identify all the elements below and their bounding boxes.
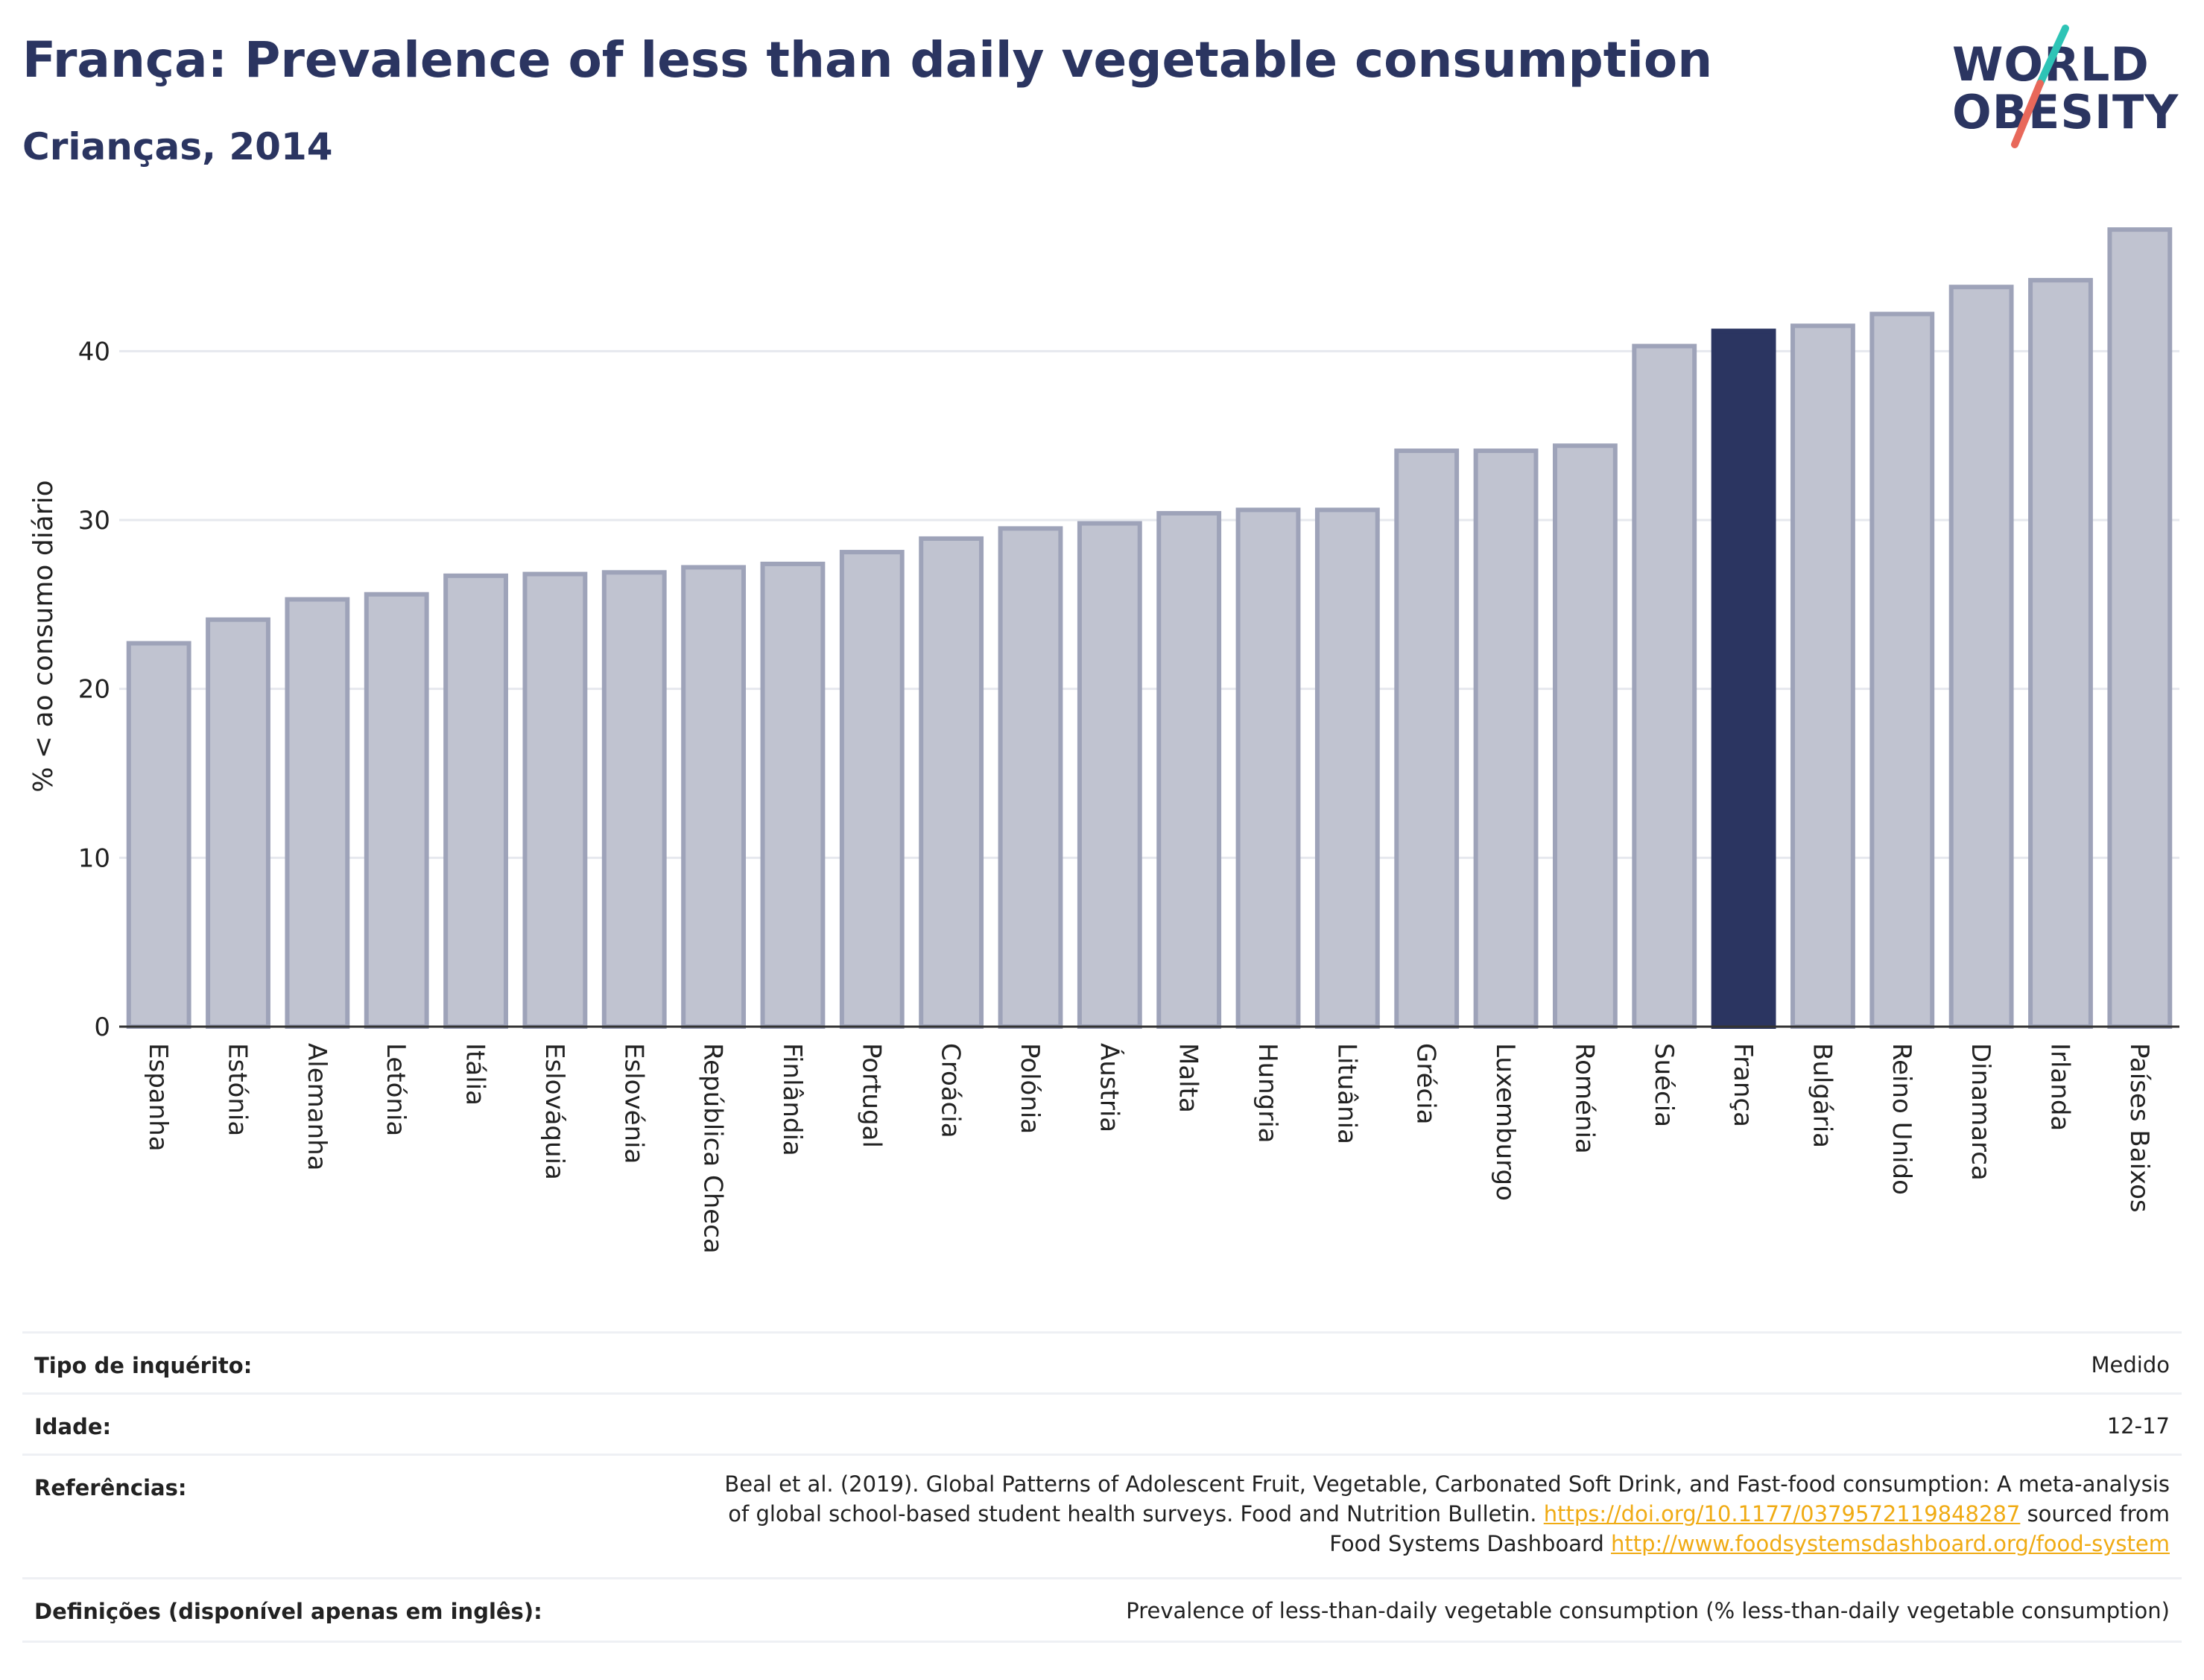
x-tick-label: Dinamarca <box>1966 1043 1995 1181</box>
bar-Dinamarca[interactable] <box>1948 285 2014 1029</box>
x-tick-label: França <box>1728 1043 1758 1127</box>
bar-Suécia[interactable] <box>1632 343 1697 1030</box>
meta-row-definitions: Definições (disponível apenas em inglês)… <box>22 1577 2182 1643</box>
references-label: Referências: <box>34 1475 187 1500</box>
x-tick-label: Finlândia <box>777 1043 807 1156</box>
y-tick-label: 20 <box>78 675 110 705</box>
y-axis-label: % < ao consumo diário <box>28 480 59 792</box>
survey-type-label: Tipo de inquérito: <box>34 1353 253 1378</box>
x-tick-label: Malta <box>1174 1043 1203 1113</box>
x-tick-label: Grécia <box>1411 1043 1441 1124</box>
y-tick-label: 30 <box>78 506 110 536</box>
food-systems-link[interactable]: http://www.foodsystemsdashboard.org/food… <box>1611 1531 2170 1556</box>
reference-line-1: Beal et al. (2019). Global Patterns of A… <box>724 1469 2170 1499</box>
x-tick-label: Reino Unido <box>1887 1043 1916 1195</box>
bar-Roménia[interactable] <box>1552 443 1618 1029</box>
x-tick-label: Hungria <box>1253 1043 1282 1144</box>
x-tick-label: Espanha <box>143 1043 173 1152</box>
age-label: Idade: <box>34 1414 112 1439</box>
bar-Polónia[interactable] <box>998 526 1063 1030</box>
x-tick-label: Croácia <box>936 1043 966 1138</box>
x-tick-label: República Checa <box>698 1043 728 1254</box>
bar-Luxemburgo[interactable] <box>1473 448 1539 1030</box>
bar-Reino Unido[interactable] <box>1869 311 1935 1029</box>
age-value: 12-17 <box>2106 1413 2170 1439</box>
bar-Alemanha[interactable] <box>285 597 350 1029</box>
x-tick-label: Portugal <box>856 1043 886 1148</box>
bar-Países Baixos[interactable] <box>2107 227 2173 1030</box>
x-tick-label: Letónia <box>381 1043 411 1136</box>
meta-row-references: Referências: Beal et al. (2019). Global … <box>22 1454 2182 1579</box>
bar-Hungria[interactable] <box>1235 507 1301 1029</box>
page-title: França: Prevalence of less than daily ve… <box>22 31 1713 89</box>
reference-text-1: Beal et al. (2019). Global Patterns of A… <box>724 1471 2170 1497</box>
x-tick-label: Polónia <box>1015 1043 1045 1134</box>
x-tick-label: Alemanha <box>302 1043 332 1171</box>
bar-Croácia[interactable] <box>919 536 984 1029</box>
y-tick-label: 0 <box>94 1012 110 1042</box>
reference-line-3: Food Systems Dashboard http://www.foodsy… <box>724 1529 2170 1559</box>
bar-Itália[interactable] <box>443 573 508 1029</box>
x-tick-label: Itália <box>460 1043 490 1106</box>
x-tick-label: Irlanda <box>2045 1043 2074 1131</box>
bar-Grécia[interactable] <box>1394 448 1460 1030</box>
bar-Portugal[interactable] <box>839 550 905 1030</box>
bar-Irlanda[interactable] <box>2028 278 2093 1029</box>
reference-line-2: of global school-based student health su… <box>724 1499 2170 1529</box>
x-tick-label: Luxemburgo <box>1490 1043 1520 1201</box>
page-subtitle: Crianças, 2014 <box>22 125 333 168</box>
reference-text-4: Food Systems Dashboard <box>1329 1531 1604 1556</box>
bar-Espanha[interactable] <box>126 641 191 1029</box>
world-obesity-logo: WORLD OBESITY <box>1937 22 2191 156</box>
meta-row-age: Idade: 12-17 <box>22 1392 2182 1456</box>
definitions-label: Definições (disponível apenas em inglês)… <box>34 1599 542 1624</box>
doi-link[interactable]: https://doi.org/10.1177/0379572119848287 <box>1543 1501 2021 1527</box>
references-value: Beal et al. (2019). Global Patterns of A… <box>724 1469 2170 1559</box>
bar-França[interactable] <box>1711 329 1776 1029</box>
bar-Eslováquia[interactable] <box>522 571 588 1029</box>
reference-text-3: sourced from <box>2027 1501 2170 1527</box>
logo-line-2: OBESITY <box>1952 85 2179 139</box>
y-tick-label: 40 <box>78 337 110 367</box>
bar-República Checa[interactable] <box>681 565 747 1029</box>
x-tick-label: Bulgária <box>1807 1043 1837 1148</box>
survey-type-value: Medido <box>2091 1352 2170 1378</box>
y-tick-label: 10 <box>78 843 110 873</box>
x-tick-label: Suécia <box>1649 1043 1679 1127</box>
bar-Lituânia[interactable] <box>1314 507 1380 1029</box>
x-tick-label: Áustria <box>1094 1043 1124 1132</box>
reference-text-2: of global school-based student health su… <box>728 1501 1537 1527</box>
x-tick-label: Roménia <box>1569 1043 1599 1154</box>
x-tick-label: Estónia <box>223 1043 253 1136</box>
bar-Finlândia[interactable] <box>760 561 826 1029</box>
bar-Bulgária[interactable] <box>1790 323 1855 1030</box>
meta-row-survey: Tipo de inquérito: Medido <box>22 1331 2182 1395</box>
x-tick-label: Lituânia <box>1331 1043 1361 1144</box>
bar-Malta[interactable] <box>1156 510 1222 1029</box>
x-tick-label: Eslováquia <box>539 1043 569 1180</box>
bar-Eslovénia[interactable] <box>601 570 667 1029</box>
bar-Letónia[interactable] <box>364 592 429 1029</box>
x-tick-label: Eslovénia <box>618 1043 648 1164</box>
logo-slash-icon <box>2011 25 2069 148</box>
bar-Estónia[interactable] <box>206 617 270 1029</box>
bar-Áustria[interactable] <box>1077 521 1142 1029</box>
bar-chart: 0 10 20 30 40 % < ao consumo diário Espanha Est… <box>28 227 2179 1254</box>
definitions-value: Prevalence of less-than-daily vegetable … <box>1126 1598 2170 1623</box>
x-tick-label: Países Baixos <box>2124 1043 2154 1213</box>
